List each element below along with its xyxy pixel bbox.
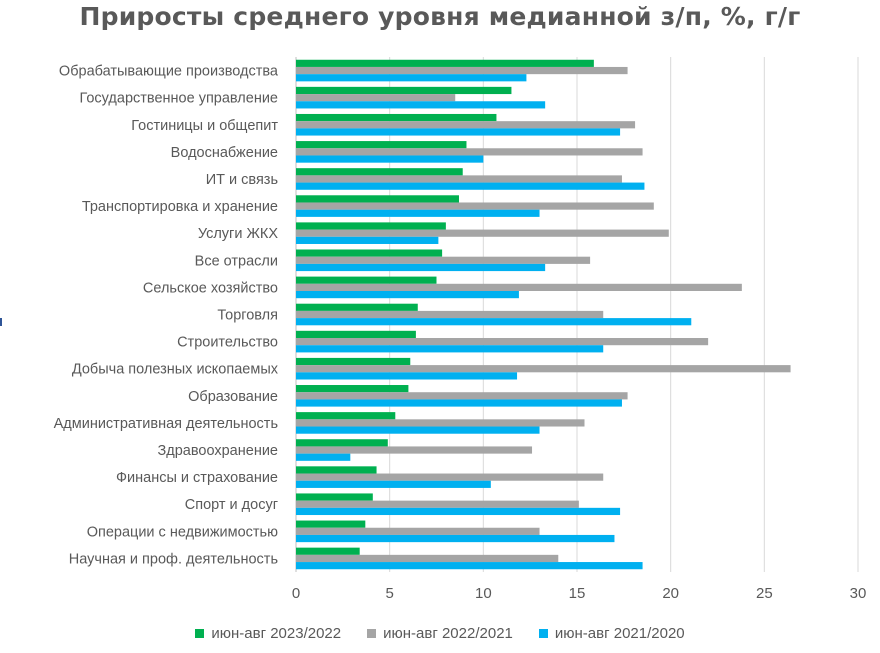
x-tick-label: 30 xyxy=(850,585,867,602)
legend-item: июн-авг 2021/2020 xyxy=(538,625,685,642)
legend-item: июн-авг 2023/2022 xyxy=(195,625,341,642)
category-label: Строительство xyxy=(177,335,278,351)
legend-swatch xyxy=(538,629,548,638)
category-label: Торговля xyxy=(217,308,278,324)
bar xyxy=(296,372,518,380)
legend-label: июн-авг 2023/2022 xyxy=(211,625,342,642)
bar xyxy=(296,249,443,257)
bar xyxy=(296,310,604,319)
bar xyxy=(296,446,533,454)
category-label: Операции с недвижимостью xyxy=(87,524,278,540)
bar xyxy=(296,338,709,346)
bar xyxy=(296,507,621,516)
bar xyxy=(296,385,409,393)
x-tick-labels: 0 5 10 15 20 25 30 xyxy=(292,585,867,602)
bar xyxy=(296,473,604,481)
bar xyxy=(296,113,497,122)
category-label: Услуги ЖКХ xyxy=(198,226,278,242)
legend: июн-авг 2023/2022 июн-авг 2022/2021 июн-ав… xyxy=(0,625,880,642)
bar xyxy=(296,357,411,366)
bar xyxy=(296,283,742,291)
legend-label: июн-авг 2021/2020 xyxy=(554,625,685,642)
bar xyxy=(296,345,604,353)
bar xyxy=(296,419,585,427)
bar xyxy=(296,202,654,210)
bar xyxy=(296,562,643,570)
bar xyxy=(296,466,377,474)
bar xyxy=(296,182,645,190)
bar xyxy=(296,480,491,488)
legend-label: июн-авг 2022/2021 xyxy=(383,625,513,642)
bar xyxy=(296,330,416,339)
legend-item: июн-авг 2022/2021 xyxy=(367,625,513,642)
bar xyxy=(296,121,636,129)
chart-title: Приросты среднего уровня медианной з/п, … xyxy=(79,2,801,31)
bar xyxy=(296,59,594,67)
category-label: Гостиницы и общепит xyxy=(131,118,278,134)
bar xyxy=(296,94,456,102)
x-tick-label: 15 xyxy=(569,585,586,602)
bar xyxy=(296,175,622,183)
category-label: Спорт и досуг xyxy=(185,497,278,513)
bar xyxy=(296,236,439,244)
bar xyxy=(296,453,351,461)
bar xyxy=(296,520,366,528)
bar xyxy=(296,222,446,230)
x-tick-label: 5 xyxy=(385,585,393,602)
category-label: Финансы и страхование xyxy=(116,470,278,486)
category-label: Добыча полезных ископаемых xyxy=(72,362,279,378)
bar xyxy=(296,195,459,203)
bar xyxy=(296,86,512,95)
bar xyxy=(296,209,540,217)
category-label: Транспортировка и хранение xyxy=(82,199,278,215)
bar xyxy=(296,276,437,284)
bar xyxy=(296,155,484,163)
bar xyxy=(296,263,546,272)
bar xyxy=(296,148,643,156)
bar xyxy=(296,500,579,508)
category-label: Здравоохранение xyxy=(158,443,278,459)
edge-mark xyxy=(0,318,2,326)
bar xyxy=(296,547,360,555)
bar xyxy=(296,426,540,434)
category-label: ИТ и связь xyxy=(206,172,278,188)
category-label: Водоснабжение xyxy=(171,145,278,161)
bar xyxy=(296,74,527,82)
category-label: Образование xyxy=(188,389,278,405)
bar xyxy=(296,229,669,237)
category-label: Все отрасли xyxy=(195,253,278,269)
x-tick-label: 10 xyxy=(475,585,492,602)
category-label: Государственное управление xyxy=(79,91,278,107)
bar xyxy=(296,168,463,176)
bar xyxy=(296,534,615,543)
category-label: Научная и проф. деятельность xyxy=(69,551,278,567)
bar xyxy=(296,554,559,563)
bar xyxy=(296,365,791,373)
bar xyxy=(296,256,591,264)
legend-swatch xyxy=(195,629,205,638)
bar xyxy=(296,66,628,75)
bar xyxy=(296,392,628,400)
x-tick-label: 20 xyxy=(662,585,679,602)
bar xyxy=(296,101,546,109)
bar xyxy=(296,128,621,136)
category-label: Административная деятельность xyxy=(54,416,278,432)
bar xyxy=(296,290,519,299)
category-labels: Обрабатывающие производства Государственн… xyxy=(54,64,279,568)
bar xyxy=(296,493,373,501)
legend-swatch xyxy=(367,629,377,638)
bars-layer xyxy=(296,59,791,570)
bar xyxy=(296,412,396,420)
x-tick-label: 0 xyxy=(292,585,300,602)
bar xyxy=(296,303,418,311)
bar xyxy=(296,399,622,407)
category-label: Обрабатывающие производства xyxy=(59,64,279,80)
bar xyxy=(296,527,540,535)
bar xyxy=(296,141,467,149)
category-label: Сельское хозяйство xyxy=(143,280,278,296)
bar xyxy=(296,439,388,447)
x-tick-label: 25 xyxy=(756,585,773,602)
bar xyxy=(296,318,692,326)
